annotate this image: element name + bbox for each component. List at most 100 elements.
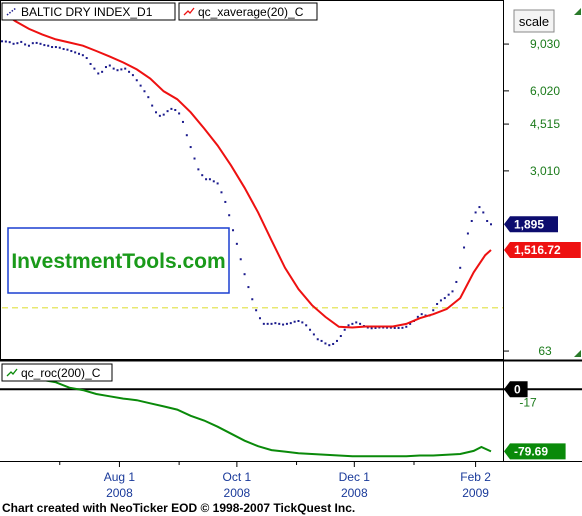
bdi-point	[89, 62, 92, 65]
bdi-point	[405, 325, 408, 328]
bdi-point	[147, 96, 150, 99]
price-ytick-label: 4,515	[530, 117, 560, 131]
bdi-point	[447, 293, 450, 296]
bdi-point	[24, 43, 27, 46]
bdi-point	[401, 326, 404, 329]
bdi-point	[81, 54, 84, 57]
bdi-point	[351, 322, 354, 325]
bdi-point	[112, 67, 115, 70]
bdi-point	[247, 286, 250, 289]
bdi-point	[436, 303, 439, 306]
bdi-point	[258, 317, 261, 320]
bdi-point	[262, 322, 265, 325]
bdi-point	[474, 211, 477, 214]
scroll-up-icon[interactable]	[574, 8, 581, 15]
bdi-point	[201, 174, 204, 177]
date-tick-year: 2009	[462, 486, 489, 500]
bdi-point	[420, 313, 423, 316]
bdi-point	[439, 299, 442, 302]
bdi-point	[31, 42, 34, 45]
bdi-point	[370, 327, 373, 330]
bdi-point	[151, 104, 154, 107]
bdi-point	[116, 69, 119, 72]
bdi-point	[66, 48, 69, 51]
bdi-point	[482, 211, 485, 214]
bdi-point	[478, 206, 481, 209]
legend-bdi-swatch-icon	[6, 7, 17, 16]
bdi-point	[12, 42, 15, 45]
bdi-point	[224, 200, 227, 203]
roc-value-label-1-text: -79.69	[514, 444, 548, 458]
bdi-point	[162, 113, 165, 116]
price-value-label-0-text: 1,895	[514, 217, 544, 231]
bdi-point	[54, 46, 57, 49]
price-ytick-label: 3,010	[530, 164, 560, 178]
scroll-down-icon[interactable]	[574, 350, 581, 357]
legend-xaverage-box[interactable]	[178, 2, 318, 21]
bdi-point	[397, 326, 400, 329]
price-value-label-1-tag	[504, 242, 581, 259]
price-value-label-0-tag	[504, 216, 558, 233]
bdi-point	[208, 178, 211, 181]
legend-xaverage-label: qc_xaverage(20)_C	[198, 5, 304, 19]
bdi-point	[466, 232, 469, 235]
bdi-point	[212, 180, 215, 183]
date-tick-label: Aug 1	[104, 470, 136, 484]
bdi-point	[359, 322, 362, 325]
bdi-point	[389, 326, 392, 329]
bdi-point	[443, 297, 446, 300]
date-tick-year: 2008	[224, 486, 251, 500]
bdi-point	[335, 339, 338, 342]
bdi-point	[232, 229, 235, 232]
watermark-text: InvestmentTools.com	[11, 250, 225, 273]
footer-credit: Chart created with NeoTicker EOD © 1998-…	[2, 501, 355, 515]
bdi-point	[47, 44, 50, 47]
bdi-point	[301, 321, 304, 324]
bdi-point	[101, 70, 104, 73]
roc-value-label-0-tag	[504, 381, 528, 398]
bdi-point	[347, 324, 350, 327]
legend-roc-box[interactable]	[1, 363, 113, 382]
bdi-point	[158, 114, 161, 117]
bdi-point	[255, 309, 258, 312]
bdi-point	[293, 320, 296, 323]
bdi-point	[197, 168, 200, 171]
bdi-point	[27, 44, 30, 47]
bdi-point	[20, 40, 23, 43]
bdi-point	[43, 44, 46, 47]
bdi-point	[243, 273, 246, 276]
bdi-point	[316, 338, 319, 341]
bdi-point	[174, 109, 177, 112]
price-ytick-label: 6,020	[530, 84, 560, 98]
bdi-point	[128, 70, 131, 73]
bdi-point	[8, 41, 11, 44]
bdi-point	[328, 344, 331, 347]
scale-button[interactable]	[513, 9, 555, 33]
bdi-point	[189, 146, 192, 149]
bdi-point	[51, 46, 54, 49]
bdi-point	[378, 326, 381, 329]
bdi-point	[386, 326, 389, 329]
bdi-point	[312, 333, 315, 336]
date-tick-label: Feb 2	[460, 470, 491, 484]
roc-value-label-1-tag	[504, 443, 566, 460]
bdi-point	[185, 134, 188, 137]
bdi-point	[104, 66, 107, 69]
date-tick-year: 2008	[106, 486, 133, 500]
bdi-point	[93, 67, 96, 70]
bdi-point	[216, 182, 219, 185]
bdi-point	[1, 40, 3, 43]
bdi-point	[297, 320, 300, 323]
bdi-point	[70, 50, 73, 53]
bdi-point	[355, 321, 358, 324]
bdi-point	[139, 84, 142, 87]
legend-bdi-box[interactable]	[1, 2, 176, 21]
bdi-point	[455, 280, 458, 283]
bdi-point	[320, 339, 323, 342]
bdi-point	[432, 309, 435, 312]
xaverage-line	[1, 11, 492, 329]
bdi-point	[278, 322, 281, 325]
bdi-point	[289, 322, 292, 325]
bdi-point	[166, 110, 169, 113]
